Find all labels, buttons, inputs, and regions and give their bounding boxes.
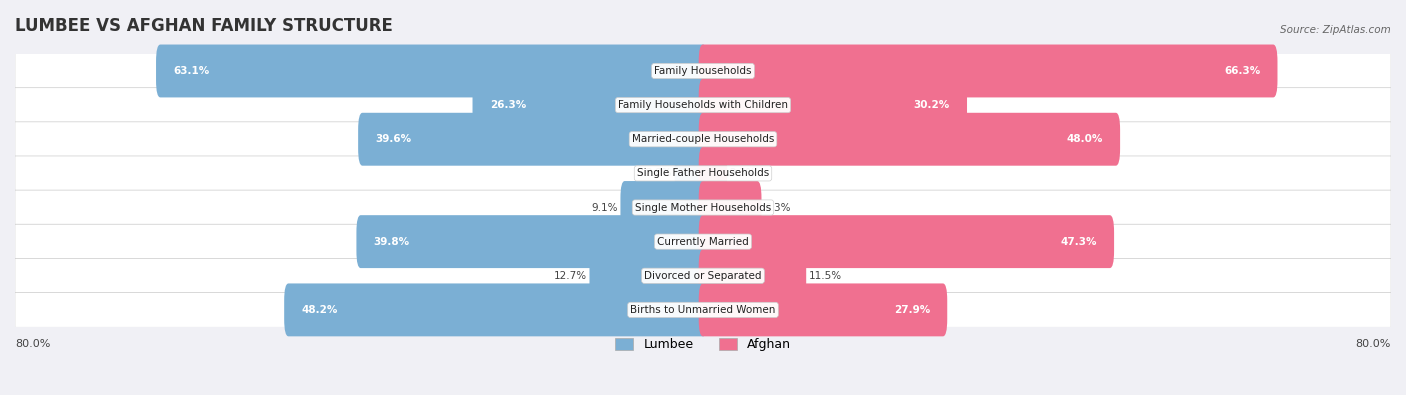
- Text: Family Households with Children: Family Households with Children: [619, 100, 787, 110]
- FancyBboxPatch shape: [156, 45, 707, 98]
- FancyBboxPatch shape: [699, 45, 1278, 98]
- FancyBboxPatch shape: [699, 79, 967, 132]
- Text: Divorced or Separated: Divorced or Separated: [644, 271, 762, 281]
- FancyBboxPatch shape: [620, 181, 707, 234]
- Text: Single Mother Households: Single Mother Households: [636, 203, 770, 213]
- Text: 39.8%: 39.8%: [374, 237, 409, 246]
- FancyBboxPatch shape: [284, 284, 707, 337]
- Text: Currently Married: Currently Married: [657, 237, 749, 246]
- Text: 66.3%: 66.3%: [1225, 66, 1260, 76]
- Text: 39.6%: 39.6%: [375, 134, 412, 144]
- Text: 2.3%: 2.3%: [730, 168, 756, 179]
- Text: 47.3%: 47.3%: [1060, 237, 1097, 246]
- Text: 2.8%: 2.8%: [645, 168, 672, 179]
- Text: 63.1%: 63.1%: [173, 66, 209, 76]
- Text: Married-couple Households: Married-couple Households: [631, 134, 775, 144]
- FancyBboxPatch shape: [699, 147, 727, 200]
- FancyBboxPatch shape: [15, 54, 1391, 88]
- Text: Single Father Households: Single Father Households: [637, 168, 769, 179]
- FancyBboxPatch shape: [15, 190, 1391, 225]
- Text: 80.0%: 80.0%: [15, 339, 51, 349]
- Text: 26.3%: 26.3%: [489, 100, 526, 110]
- Text: 9.1%: 9.1%: [592, 203, 617, 213]
- Text: 48.2%: 48.2%: [301, 305, 337, 315]
- FancyBboxPatch shape: [675, 147, 707, 200]
- Legend: Lumbee, Afghan: Lumbee, Afghan: [610, 333, 796, 356]
- Text: LUMBEE VS AFGHAN FAMILY STRUCTURE: LUMBEE VS AFGHAN FAMILY STRUCTURE: [15, 17, 392, 35]
- Text: 11.5%: 11.5%: [808, 271, 842, 281]
- Text: Family Households: Family Households: [654, 66, 752, 76]
- FancyBboxPatch shape: [356, 215, 707, 268]
- FancyBboxPatch shape: [699, 284, 948, 337]
- Text: 48.0%: 48.0%: [1067, 134, 1102, 144]
- FancyBboxPatch shape: [15, 88, 1391, 122]
- Text: 27.9%: 27.9%: [894, 305, 929, 315]
- FancyBboxPatch shape: [15, 292, 1391, 327]
- Text: 12.7%: 12.7%: [554, 271, 586, 281]
- FancyBboxPatch shape: [699, 215, 1114, 268]
- Text: Source: ZipAtlas.com: Source: ZipAtlas.com: [1281, 25, 1391, 35]
- Text: Births to Unmarried Women: Births to Unmarried Women: [630, 305, 776, 315]
- Text: 80.0%: 80.0%: [1355, 339, 1391, 349]
- FancyBboxPatch shape: [589, 249, 707, 302]
- FancyBboxPatch shape: [699, 249, 806, 302]
- FancyBboxPatch shape: [15, 258, 1391, 293]
- FancyBboxPatch shape: [15, 122, 1391, 157]
- FancyBboxPatch shape: [359, 113, 707, 166]
- Text: 30.2%: 30.2%: [914, 100, 950, 110]
- FancyBboxPatch shape: [15, 224, 1391, 259]
- FancyBboxPatch shape: [699, 181, 762, 234]
- FancyBboxPatch shape: [472, 79, 707, 132]
- Text: 6.3%: 6.3%: [763, 203, 790, 213]
- FancyBboxPatch shape: [15, 156, 1391, 191]
- FancyBboxPatch shape: [699, 113, 1121, 166]
